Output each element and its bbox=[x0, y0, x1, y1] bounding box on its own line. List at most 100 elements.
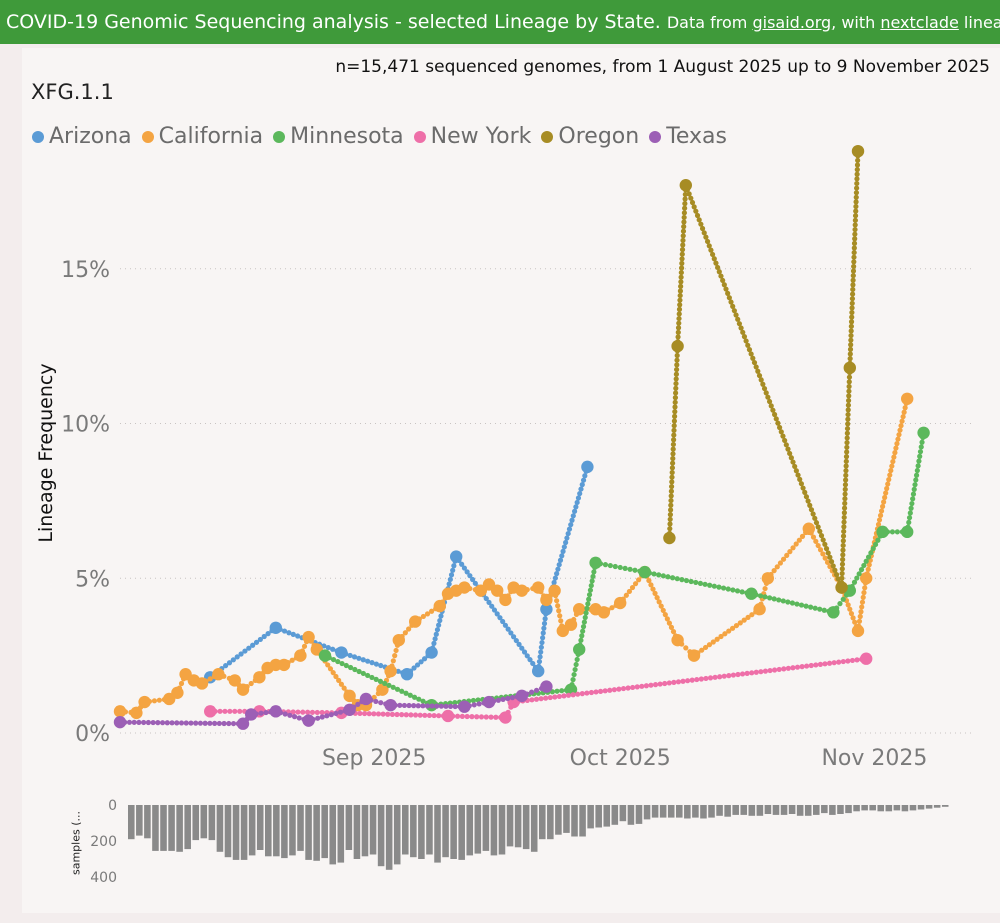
series-line-dot-california bbox=[790, 545, 796, 551]
series-line-dot-arizona bbox=[414, 662, 421, 668]
series-line-dot-oregon bbox=[853, 190, 860, 196]
series-line-dot-minnesota bbox=[585, 601, 591, 607]
series-line-dot-arizona bbox=[436, 622, 442, 628]
series-line-dot-arizona bbox=[365, 658, 371, 664]
data-point-california bbox=[860, 572, 873, 585]
series-line-dot-arizona bbox=[578, 486, 584, 492]
sample-bar bbox=[941, 805, 949, 807]
series-line-dot-texas bbox=[355, 701, 361, 707]
series-line-dot-oregon bbox=[812, 515, 818, 521]
series-line-dot-new-york bbox=[694, 676, 700, 683]
series-line-dot-minnesota bbox=[670, 575, 676, 581]
series-line-dot-oregon bbox=[851, 259, 857, 265]
y-tick-label: 10% bbox=[61, 413, 110, 438]
series-line-dot-california bbox=[886, 476, 892, 483]
samples-tick-label: 200 bbox=[90, 834, 117, 850]
series-line-dot-california bbox=[429, 608, 435, 614]
series-line-dot-california bbox=[852, 619, 858, 625]
series-line-dot-oregon bbox=[848, 342, 854, 348]
series-line-dot-minnesota bbox=[622, 565, 628, 571]
series-line-dot-oregon bbox=[670, 451, 676, 457]
series-line-dot-arizona bbox=[570, 513, 576, 519]
series-line-dot-minnesota bbox=[581, 619, 587, 625]
series-line-dot-minnesota bbox=[794, 601, 800, 607]
series-line-dot-oregon bbox=[668, 493, 674, 499]
series-line-dot-arizona bbox=[467, 573, 473, 579]
series-line-dot-oregon bbox=[852, 213, 859, 219]
sample-bar bbox=[176, 805, 183, 852]
series-line-dot-arizona bbox=[579, 482, 585, 488]
sample-bar bbox=[426, 805, 433, 855]
data-point-minnesota bbox=[573, 643, 586, 656]
series-line-dot-oregon bbox=[850, 286, 856, 293]
series-line-dot-california bbox=[884, 485, 890, 492]
series-line-dot-minnesota bbox=[854, 575, 860, 581]
series-line-dot-minnesota bbox=[343, 662, 349, 669]
series-line-dot-california bbox=[777, 560, 784, 566]
series-line-dot-oregon bbox=[682, 196, 688, 202]
series-line-dot-texas bbox=[315, 715, 321, 721]
data-point-texas bbox=[458, 700, 471, 713]
series-line-dot-california bbox=[887, 472, 893, 478]
series-line-dot-new-york bbox=[309, 709, 316, 715]
data-point-california bbox=[130, 706, 143, 720]
data-point-california bbox=[277, 658, 291, 672]
series-line-dot-california bbox=[632, 581, 639, 587]
series-line-dot-california bbox=[325, 662, 331, 668]
series-line-dot-oregon bbox=[842, 486, 848, 492]
series-line-dot-new-york bbox=[753, 669, 759, 675]
series-line-dot-oregon bbox=[740, 329, 746, 335]
x-tick-label: Oct 2025 bbox=[570, 746, 671, 771]
legend-label-california: California bbox=[158, 124, 264, 149]
series-line-dot-new-york bbox=[375, 711, 382, 717]
data-point-arizona bbox=[450, 550, 463, 563]
data-point-california bbox=[901, 392, 914, 405]
series-line-dot-oregon bbox=[847, 356, 853, 362]
sample-bar bbox=[337, 805, 345, 863]
series-line-dot-minnesota bbox=[693, 579, 699, 586]
sample-bar bbox=[297, 805, 304, 851]
series-line-dot-minnesota bbox=[858, 567, 865, 573]
sample-bar bbox=[917, 805, 925, 810]
series-line-dot-minnesota bbox=[382, 680, 388, 686]
series-line-dot-california bbox=[670, 629, 677, 635]
series-line-dot-minnesota bbox=[373, 676, 379, 682]
legend-item-arizona[interactable]: Arizona bbox=[32, 124, 132, 149]
series-line-dot-new-york bbox=[717, 674, 723, 680]
series-line-dot-california bbox=[784, 552, 790, 559]
series-line-dot-new-york bbox=[776, 666, 782, 673]
series-line-dot-texas bbox=[373, 698, 379, 705]
series-line-dot-new-york bbox=[666, 680, 672, 686]
series-line-dot-california bbox=[780, 556, 787, 562]
legend-item-california[interactable]: California bbox=[141, 124, 264, 149]
series-line-dot-new-york bbox=[598, 688, 604, 694]
series-line-dot-oregon bbox=[679, 247, 686, 253]
series-line-dot-new-york bbox=[290, 709, 296, 715]
series-line-dot-oregon bbox=[846, 393, 852, 399]
series-line-dot-arizona bbox=[551, 579, 557, 586]
legend-item-texas[interactable]: Texas bbox=[649, 124, 727, 149]
series-line-dot-texas bbox=[505, 695, 511, 702]
series-line-dot-new-york bbox=[426, 712, 433, 719]
series-line-dot-minnesota bbox=[720, 585, 727, 591]
legend-item-oregon[interactable]: Oregon bbox=[541, 124, 639, 149]
series-line-dot-oregon bbox=[788, 455, 794, 461]
legend-item-new-york[interactable]: New York bbox=[413, 124, 531, 149]
series-line-dot-new-york bbox=[394, 711, 400, 718]
sample-bar bbox=[128, 805, 135, 840]
series-line-dot-oregon bbox=[674, 357, 680, 363]
series-line-dot-texas bbox=[216, 720, 222, 727]
series-line-dot-new-york bbox=[625, 685, 631, 691]
data-point-california bbox=[376, 683, 389, 696]
data-point-california bbox=[433, 599, 446, 613]
data-point-minnesota bbox=[917, 426, 930, 440]
data-point-california bbox=[253, 671, 266, 684]
series-line-dot-california bbox=[558, 618, 564, 624]
gisaid-link[interactable]: gisaid.org bbox=[752, 13, 832, 32]
legend-item-minnesota[interactable]: Minnesota bbox=[273, 124, 404, 149]
data-point-california bbox=[851, 624, 865, 638]
sample-bar bbox=[256, 805, 264, 850]
series-line-dot-california bbox=[894, 441, 900, 447]
nextclade-link[interactable]: nextclade bbox=[880, 13, 959, 32]
series-line-dot-oregon bbox=[706, 243, 712, 249]
